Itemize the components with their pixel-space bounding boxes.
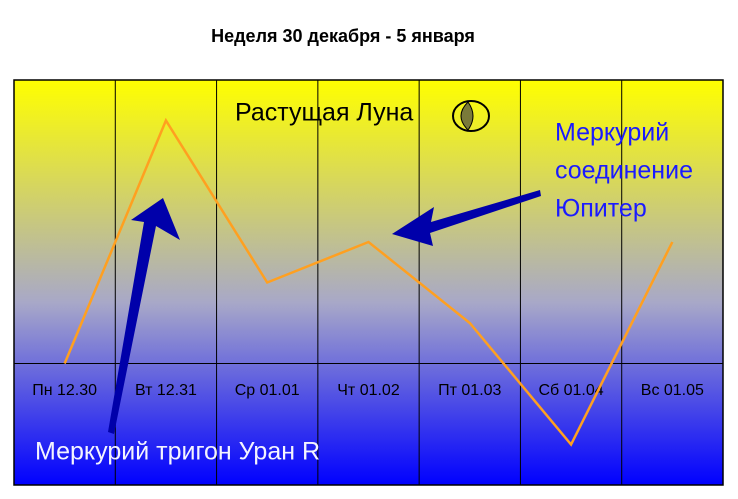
moon-phase [460, 101, 474, 131]
annotation-line: Юпитер [555, 195, 647, 223]
annotation: Меркурий тригон Уран R [35, 438, 320, 466]
annotation-line: соединение [555, 157, 693, 185]
x-tick-label: Вт 12.31 [135, 382, 197, 399]
moon-label: Растущая Луна [235, 99, 413, 127]
x-tick-label: Вс 01.05 [641, 382, 704, 399]
x-tick-label: Ср 01.01 [235, 382, 300, 399]
annotation-line: Меркурий [555, 119, 669, 147]
arrow [392, 190, 541, 246]
x-tick-label: Чт 01.02 [337, 382, 400, 399]
arrow [108, 198, 180, 434]
chart-title: Неделя 30 декабря - 5 января [211, 26, 475, 46]
moon-icon [452, 100, 490, 132]
x-tick-label: Сб 01.04 [538, 382, 603, 399]
data-line [63, 117, 674, 447]
plot-area [13, 79, 724, 486]
x-tick-label: Пн 12.30 [32, 382, 97, 399]
x-tick-label: Пт 01.03 [438, 382, 501, 399]
